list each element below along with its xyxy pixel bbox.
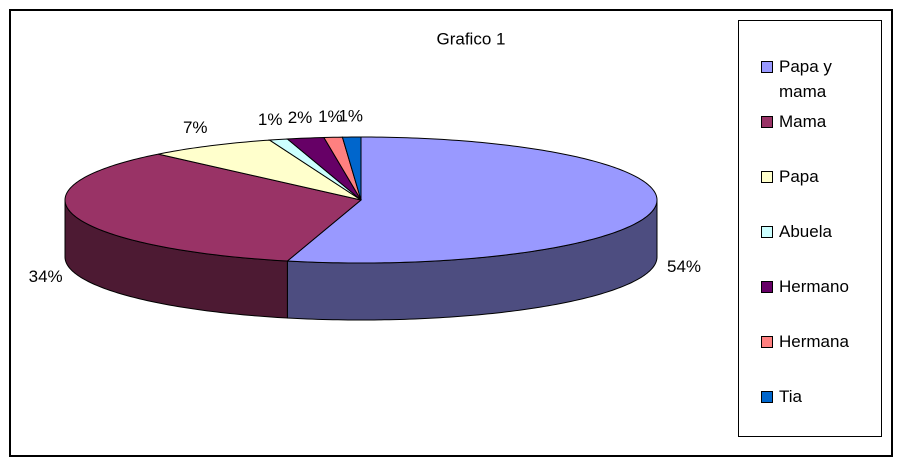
legend-label: Papa y mama: [779, 57, 832, 101]
legend-swatch: [761, 336, 773, 348]
legend-label: Abuela: [779, 222, 832, 241]
legend-item: Hermana: [761, 329, 879, 354]
legend-label: Mama: [779, 112, 827, 131]
data-label: 1%: [318, 107, 343, 126]
legend-swatch: [761, 116, 773, 128]
data-label: 54%: [667, 257, 701, 276]
legend-swatch: [761, 171, 773, 183]
legend: Papa y mama Mama Papa Abuela Hermano Hermana T…: [738, 20, 882, 437]
pie-slice: [286, 136, 658, 264]
legend-swatch: [761, 281, 773, 293]
legend-item: Mama: [761, 109, 879, 134]
chart-title: Grafico 1: [437, 29, 506, 48]
legend-swatch: [761, 61, 773, 73]
legend-item: Hermano: [761, 274, 879, 299]
legend-item: Papa y mama: [761, 54, 879, 104]
pie-slice: [158, 139, 362, 201]
legend-item: Tia: [761, 384, 879, 409]
legend-swatch: [761, 391, 773, 403]
data-label: 1%: [338, 107, 363, 126]
pie-slice: [64, 153, 363, 262]
legend-label: Hermano: [779, 277, 849, 296]
pie-slice: [286, 136, 362, 201]
legend-item: Abuela: [761, 219, 879, 244]
legend-label: Hermana: [779, 332, 849, 351]
data-label: 7%: [183, 118, 208, 137]
pie-slice: [341, 136, 362, 201]
legend-swatch: [761, 226, 773, 238]
legend-label: Tia: [779, 387, 802, 406]
legend-label: Papa: [779, 167, 819, 186]
data-label: 2%: [288, 108, 313, 127]
data-label: 34%: [29, 267, 63, 286]
legend-item: Papa: [761, 164, 879, 189]
data-label: 1%: [258, 110, 283, 129]
